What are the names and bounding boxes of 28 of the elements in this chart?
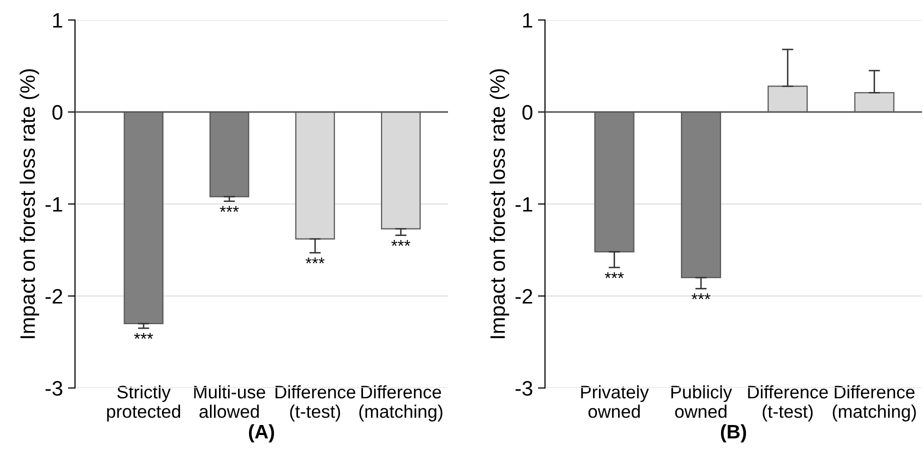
x-axis-title: (A) — [248, 424, 274, 442]
annotation: *** — [220, 206, 239, 212]
y-tick-label: -3 — [46, 381, 62, 396]
y-tick-label: -1 — [516, 197, 532, 212]
x-tick-label: Strictly protected — [107, 385, 180, 422]
x-axis-title: (B) — [720, 424, 746, 442]
x-tick-label: Difference (matching) — [832, 385, 916, 422]
x-tick-label: Difference (t-test) — [748, 385, 828, 422]
y-tick-label: 1 — [523, 13, 532, 28]
y-tick-label: 0 — [52, 105, 62, 120]
annotation: *** — [604, 272, 624, 278]
annotation: *** — [134, 332, 154, 339]
x-tick-label: Publicly owned — [671, 385, 732, 418]
y-axis-title: Impact on forest loss rate (%) — [20, 69, 40, 338]
x-tick-label: Difference (t-test) — [276, 385, 356, 422]
annotation: *** — [391, 240, 410, 246]
y-tick-label: -2 — [46, 289, 62, 304]
y-tick-label: -3 — [516, 381, 532, 396]
y-tick-label: 0 — [522, 105, 532, 120]
x-tick-label: Privately owned — [581, 385, 649, 418]
y-tick-label: -2 — [516, 289, 532, 304]
y-tick-label: 1 — [53, 13, 62, 28]
x-tick-label: Multi-use allowed — [194, 385, 266, 418]
annotation: *** — [692, 293, 710, 300]
y-tick-label: -1 — [46, 197, 62, 212]
y-axis-title: Impact on forest loss rate (%) — [490, 69, 510, 338]
x-tick-label: Difference (matching) — [359, 385, 442, 422]
annotation: *** — [306, 258, 325, 264]
